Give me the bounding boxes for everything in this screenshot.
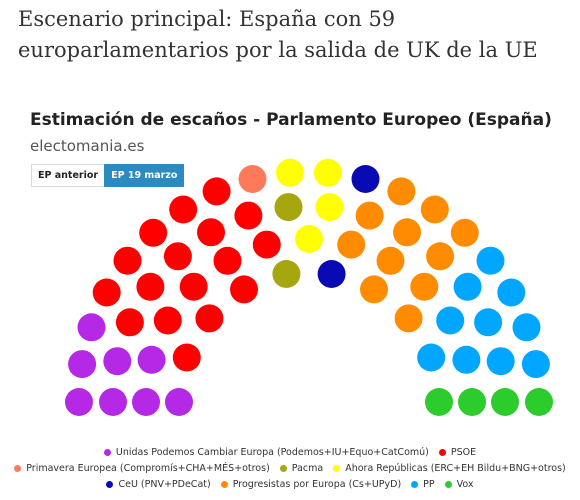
seat-1[interactable] — [99, 388, 127, 416]
legend-row: Primavera Europea (Compromís+CHA+MÉS+otr… — [0, 460, 580, 476]
chart-subtitle: electomania.es — [30, 137, 145, 155]
seat-2[interactable] — [139, 218, 168, 247]
legend-label: Ahora Repúblicas (ERC+EH Bildu+BNG+otros… — [345, 462, 566, 474]
seat-8[interactable] — [436, 306, 465, 335]
seat-2[interactable] — [92, 278, 121, 307]
seat-6[interactable] — [317, 260, 346, 288]
legend-swatch — [444, 480, 452, 488]
legend-item[interactable]: PSOE — [438, 446, 477, 458]
seat-7[interactable] — [420, 195, 449, 224]
legend-swatch — [220, 480, 228, 488]
seat-7[interactable] — [393, 218, 421, 247]
tab-ep-19-marzo[interactable]: EP 19 marzo — [104, 164, 185, 187]
seat-1[interactable] — [68, 350, 97, 379]
seat-9[interactable] — [491, 388, 519, 416]
legend-label: Vox — [456, 478, 474, 490]
seat-1[interactable] — [65, 388, 93, 416]
seat-1[interactable] — [77, 313, 106, 342]
seat-7[interactable] — [450, 218, 479, 247]
seat-2[interactable] — [115, 308, 144, 337]
legend-row: Unidas Podemos Cambiar Europa (Podemos+I… — [0, 444, 580, 460]
seat-2[interactable] — [179, 272, 208, 301]
seat-8[interactable] — [512, 313, 541, 342]
legend-row: CeU (PNV+PDeCat) Progresistas por Europa … — [0, 476, 580, 492]
legend-swatch — [333, 464, 341, 472]
legend-swatch — [438, 448, 446, 456]
election-tabs: EP anterior EP 19 marzo — [31, 164, 185, 187]
legend-swatch — [103, 448, 111, 456]
legend-swatch — [14, 464, 22, 472]
legend-label: PSOE — [450, 446, 477, 458]
seat-2[interactable] — [153, 306, 182, 335]
seat-7[interactable] — [355, 201, 384, 230]
seat-1[interactable] — [165, 388, 193, 416]
seat-8[interactable] — [476, 246, 505, 275]
seat-2[interactable] — [136, 272, 165, 301]
seat-8[interactable] — [486, 347, 515, 376]
legend-item[interactable]: Progresistas por Europa (Cs+UPyD) — [220, 478, 402, 490]
seat-2[interactable] — [195, 304, 224, 333]
chart-title: Estimación de escaños - Parlamento Europ… — [30, 110, 552, 130]
seat-8[interactable] — [497, 278, 526, 307]
seat-5[interactable] — [295, 225, 323, 253]
seat-7[interactable] — [376, 246, 405, 275]
legend-label: Pacma — [291, 462, 324, 474]
seat-8[interactable] — [474, 308, 503, 337]
article-title: Escenario principal: España con 59 europ… — [18, 7, 538, 62]
legend-item[interactable]: Pacma — [279, 462, 324, 474]
legend-swatch — [411, 480, 419, 488]
seat-5[interactable] — [315, 193, 344, 222]
seat-8[interactable] — [417, 343, 446, 372]
legend-label: CeU (PNV+PDeCat) — [118, 478, 211, 490]
seat-2[interactable] — [252, 230, 281, 259]
seat-4[interactable] — [272, 260, 301, 288]
legend-label: PP — [423, 478, 435, 490]
legend-swatch — [279, 464, 287, 472]
seat-9[interactable] — [425, 388, 453, 416]
seat-1[interactable] — [103, 347, 132, 376]
seat-4[interactable] — [274, 193, 303, 222]
seat-7[interactable] — [337, 230, 366, 259]
seat-7[interactable] — [387, 177, 416, 206]
seat-7[interactable] — [394, 304, 423, 333]
legend-item[interactable]: Ahora Repúblicas (ERC+EH Bildu+BNG+otros… — [333, 463, 566, 474]
seat-7[interactable] — [360, 275, 388, 304]
legend-item[interactable]: Vox — [444, 478, 474, 490]
seat-3[interactable] — [238, 165, 267, 193]
legend-item[interactable]: PP — [411, 478, 435, 490]
seat-2[interactable] — [234, 201, 263, 230]
seat-2[interactable] — [172, 343, 201, 372]
seat-1[interactable] — [137, 345, 166, 374]
seat-2[interactable] — [169, 195, 198, 224]
legend-label: Primavera Europea (Compromís+CHA+MÉS+otr… — [26, 462, 270, 474]
seat-5[interactable] — [314, 158, 342, 187]
seat-2[interactable] — [202, 177, 231, 206]
seat-2[interactable] — [113, 246, 142, 275]
chart-legend: Unidas Podemos Cambiar Europa (Podemos+I… — [0, 444, 580, 492]
seat-9[interactable] — [458, 388, 486, 416]
seat-2[interactable] — [230, 275, 258, 304]
seat-5[interactable] — [276, 158, 304, 187]
seat-7[interactable] — [410, 272, 439, 301]
seat-2[interactable] — [213, 246, 242, 275]
legend-label: Unidas Podemos Cambiar Europa (Podemos+I… — [115, 446, 429, 458]
legend-label: Progresistas por Europa (Cs+UPyD) — [232, 478, 402, 490]
seat-8[interactable] — [521, 350, 550, 379]
seat-1[interactable] — [132, 388, 160, 416]
seat-2[interactable] — [197, 218, 225, 247]
tab-ep-anterior[interactable]: EP anterior — [31, 164, 105, 187]
seat-8[interactable] — [452, 345, 481, 374]
legend-item[interactable]: CeU (PNV+PDeCat) — [106, 478, 211, 490]
legend-item[interactable]: Primavera Europea (Compromís+CHA+MÉS+otr… — [14, 463, 270, 474]
legend-item[interactable]: Unidas Podemos Cambiar Europa (Podemos+I… — [103, 446, 429, 458]
legend-swatch — [106, 480, 114, 488]
seat-9[interactable] — [525, 388, 553, 416]
seat-6[interactable] — [351, 165, 380, 193]
seat-7[interactable] — [426, 242, 455, 271]
seat-8[interactable] — [453, 272, 482, 301]
seat-2[interactable] — [163, 242, 192, 271]
